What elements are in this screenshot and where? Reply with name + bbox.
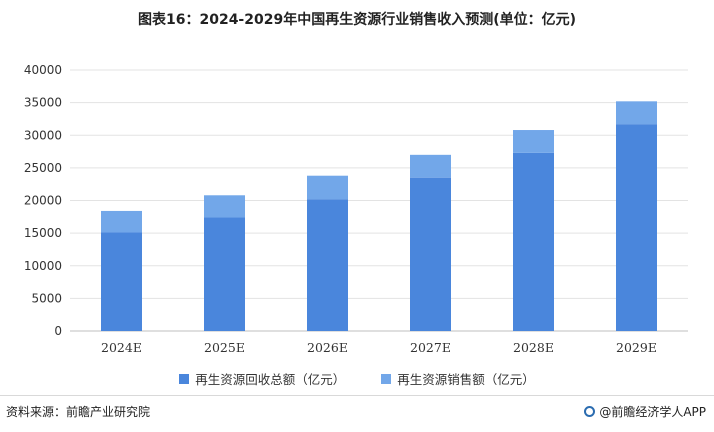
legend-swatch-sales (381, 373, 392, 384)
brand-label: @前瞻经济学人APP (599, 405, 706, 419)
bar-recycling-total (307, 199, 348, 331)
bar-sales (616, 101, 657, 125)
x-tick-label: 2028E (513, 340, 554, 355)
y-tick-label: 15000 (24, 226, 62, 240)
legend-swatch-recycling-total (179, 373, 190, 384)
x-tick-label: 2027E (410, 340, 451, 355)
brand-logo-icon (584, 406, 596, 417)
legend-label-recycling-total: 再生资源回收总额（亿元） (195, 372, 346, 387)
y-tick-label: 40000 (24, 63, 62, 77)
bar-sales (204, 195, 245, 218)
bar-chart: 0 5000 10000 15000 20000 25000 30000 35000 40000… (24, 63, 688, 355)
brand-credit: @前瞻经济学人APP (584, 403, 706, 420)
y-tick-label: 20000 (24, 194, 62, 208)
y-tick-label: 30000 (24, 128, 62, 142)
y-tick-label: 5000 (31, 291, 62, 305)
x-tick-label: 2026E (307, 340, 348, 355)
bar-sales (513, 130, 554, 153)
bar-recycling-total (513, 152, 554, 331)
chart-legend: 再生资源回收总额（亿元） 再生资源销售额（亿元） (0, 369, 714, 388)
legend-label-sales: 再生资源销售额（亿元） (397, 372, 535, 387)
bar-sales (101, 210, 142, 233)
bar-sales (307, 175, 348, 200)
source-note: 资料来源：前瞻产业研究院 (6, 405, 151, 419)
bar-recycling-total (410, 177, 451, 331)
legend-item-recycling-total: 再生资源回收总额（亿元） (179, 369, 345, 388)
legend-item-sales: 再生资源销售额（亿元） (381, 369, 535, 388)
chart-title: 图表16：2024-2029年中国再生资源行业销售收入预测(单位：亿元) (137, 12, 577, 28)
x-tick-label: 2029E (616, 340, 657, 355)
x-tick-label: 2024E (101, 340, 142, 355)
y-tick-label: 0 (54, 324, 62, 338)
bar-recycling-total (101, 232, 142, 331)
bar-sales (410, 154, 451, 178)
y-tick-label: 35000 (24, 96, 62, 110)
bar-recycling-total (616, 124, 657, 331)
footer-divider (0, 395, 714, 396)
bar-recycling-total (204, 217, 245, 331)
x-tick-label: 2025E (204, 340, 245, 355)
y-tick-label: 25000 (24, 161, 62, 175)
y-tick-label: 10000 (24, 259, 62, 273)
